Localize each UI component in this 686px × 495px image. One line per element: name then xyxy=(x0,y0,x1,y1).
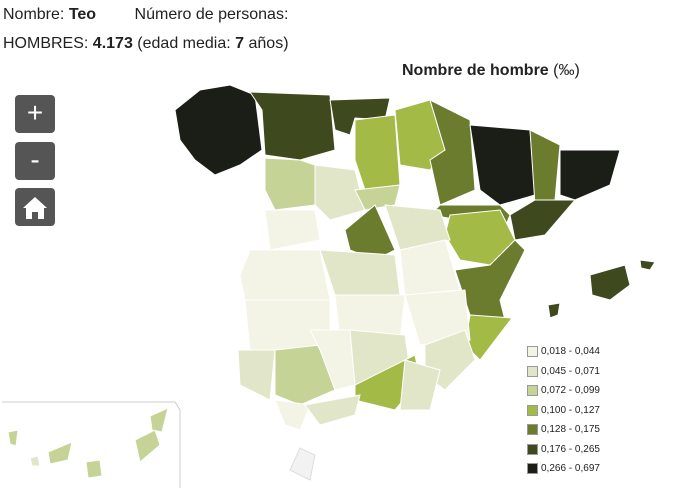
province[interactable] xyxy=(509,199,577,241)
province[interactable] xyxy=(469,124,536,206)
legend-swatch xyxy=(527,404,538,416)
age-prefix: (edad media: xyxy=(137,35,231,52)
title-text: Nombre de hombre xyxy=(402,62,549,79)
africa-coast xyxy=(289,447,316,481)
province[interactable] xyxy=(304,394,361,426)
legend-item: 0,045 - 0,071 xyxy=(527,362,600,382)
province[interactable] xyxy=(384,204,451,251)
name-label: Nombre: xyxy=(3,6,65,23)
province[interactable] xyxy=(274,344,336,406)
province[interactable] xyxy=(85,459,103,479)
legend-item: 0,100 - 0,127 xyxy=(527,401,600,421)
age-suffix: años) xyxy=(248,35,289,52)
zoom-in[interactable]: + xyxy=(15,95,55,133)
province[interactable] xyxy=(399,359,441,411)
legend: 0,018 - 0,044 0,045 - 0,071 0,072 - 0,099 0… xyxy=(527,342,600,479)
province[interactable] xyxy=(239,249,331,301)
province[interactable] xyxy=(589,264,631,301)
canary-frame xyxy=(2,401,181,488)
legend-item: 0,128 - 0,175 xyxy=(527,420,600,440)
legend-swatch xyxy=(527,424,538,436)
province[interactable] xyxy=(309,329,356,391)
province[interactable] xyxy=(237,349,276,401)
men-label: HOMBRES: xyxy=(3,35,89,52)
legend-swatch xyxy=(527,346,538,358)
legend-label: 0,100 - 0,127 xyxy=(541,404,600,416)
count-label: Número de personas: xyxy=(134,6,289,23)
province[interactable] xyxy=(264,209,321,251)
name-line: Nombre: Teo Número de personas: xyxy=(3,6,288,24)
legend-item: 0,266 - 0,697 xyxy=(527,459,600,479)
province[interactable] xyxy=(639,259,656,271)
age-value: 7 xyxy=(235,35,245,52)
province[interactable] xyxy=(149,407,169,433)
legend-item: 0,176 - 0,265 xyxy=(527,440,600,460)
legend-label: 0,072 - 0,099 xyxy=(541,385,600,397)
legend-item: 0,018 - 0,044 xyxy=(527,342,600,362)
men-line: HOMBRES: 4.173 (edad media: 7 años) xyxy=(3,35,289,53)
home-icon xyxy=(23,197,47,219)
title-unit: (‰) xyxy=(553,62,580,79)
legend-label: 0,266 - 0,697 xyxy=(541,463,600,475)
legend-swatch xyxy=(527,385,538,397)
men-count: 4.173 xyxy=(92,35,133,52)
province[interactable] xyxy=(249,91,336,161)
province[interactable] xyxy=(274,399,311,431)
province[interactable] xyxy=(547,302,561,319)
zoom-out[interactable]: - xyxy=(15,142,55,180)
province[interactable] xyxy=(7,429,19,447)
province[interactable] xyxy=(399,239,461,296)
legend-swatch xyxy=(527,463,538,475)
province[interactable] xyxy=(559,149,621,201)
province[interactable] xyxy=(264,157,316,211)
legend-label: 0,018 - 0,044 xyxy=(541,346,600,358)
legend-label: 0,045 - 0,071 xyxy=(541,365,600,377)
name-value: Teo xyxy=(68,6,97,23)
province[interactable] xyxy=(29,455,41,467)
map-title: Nombre de hombre (‰) xyxy=(402,62,580,80)
legend-swatch xyxy=(527,443,538,455)
province[interactable] xyxy=(319,249,401,296)
province[interactable] xyxy=(314,164,366,221)
province[interactable] xyxy=(404,289,471,346)
province[interactable] xyxy=(354,114,401,191)
province[interactable] xyxy=(47,441,73,465)
province[interactable] xyxy=(354,184,401,211)
home-button[interactable] xyxy=(15,188,55,226)
province[interactable] xyxy=(329,97,391,136)
legend-label: 0,128 - 0,175 xyxy=(541,424,600,436)
province[interactable] xyxy=(174,84,263,176)
province[interactable] xyxy=(529,129,561,206)
province[interactable] xyxy=(134,429,161,463)
legend-label: 0,176 - 0,265 xyxy=(541,443,600,455)
legend-swatch xyxy=(527,365,538,377)
legend-item: 0,072 - 0,099 xyxy=(527,381,600,401)
